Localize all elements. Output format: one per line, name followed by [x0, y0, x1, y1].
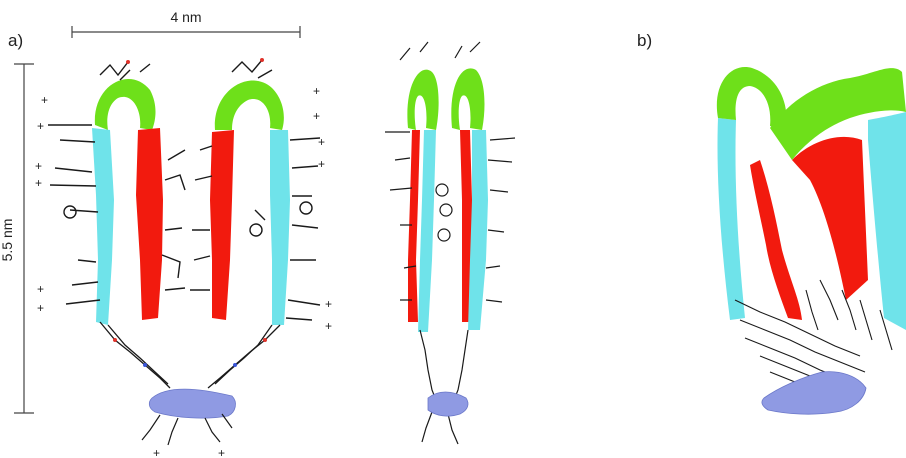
charges-a: + + + + + + + + + + + + + +	[35, 84, 332, 458]
horizontal-scale-bar	[71, 26, 301, 38]
charge-plus: +	[37, 119, 44, 133]
charge-plus: +	[37, 301, 44, 315]
sheet-blue	[427, 391, 469, 417]
vertical-scale-label: 5.5 nm	[0, 219, 15, 262]
panel-b-structure	[716, 67, 906, 415]
turn-green	[94, 78, 156, 130]
charge-plus: +	[37, 282, 44, 296]
charge-plus: +	[313, 109, 320, 123]
strand-cyan	[270, 130, 290, 325]
turn-green	[214, 80, 284, 130]
side-chains-a	[48, 59, 321, 321]
charge-plus: +	[313, 84, 320, 98]
side-chains-side-view	[385, 41, 516, 445]
charge-plus: +	[325, 297, 332, 311]
charge-plus: +	[35, 176, 42, 190]
strand-cyan	[92, 128, 114, 325]
charge-plus: +	[41, 93, 48, 107]
linker-chains-a	[99, 321, 281, 389]
charge-plus: +	[318, 135, 325, 149]
panel-b-label: b)	[637, 31, 652, 50]
heteroatoms-a	[113, 58, 267, 367]
charge-plus: +	[35, 159, 42, 173]
hairpin-right	[210, 80, 290, 325]
horizontal-scale-label: 4 nm	[170, 9, 201, 25]
side-view	[407, 68, 488, 332]
sheet-blue	[148, 388, 236, 419]
charge-plus: +	[218, 446, 225, 458]
strand-red	[210, 130, 234, 320]
vertical-scale-bar	[14, 63, 34, 414]
charge-plus: +	[325, 319, 332, 333]
sheet-chains-a	[141, 413, 233, 446]
hairpin-left	[92, 78, 163, 325]
panel-a-label: a)	[8, 31, 23, 50]
charge-plus: +	[318, 157, 325, 171]
charge-plus: +	[153, 446, 160, 458]
strand-red	[136, 128, 163, 320]
